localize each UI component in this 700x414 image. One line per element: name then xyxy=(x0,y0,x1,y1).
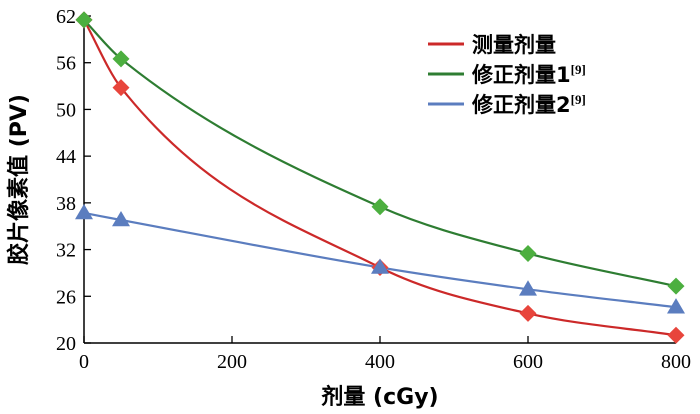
series-markers xyxy=(75,11,685,344)
series-3-point xyxy=(112,210,130,227)
legend-label-3: 修正剂量2[9] xyxy=(471,92,586,117)
series-3-point xyxy=(667,298,685,314)
x-tick-label: 600 xyxy=(513,351,543,373)
legend-label-2: 修正剂量1[9] xyxy=(471,62,586,87)
series-3-point xyxy=(371,258,389,274)
y-tick-label: 38 xyxy=(56,193,76,215)
y-tick-label: 50 xyxy=(56,99,76,121)
x-tick-label: 200 xyxy=(217,351,247,373)
y-tick-label: 56 xyxy=(56,53,76,75)
y-tick-label: 26 xyxy=(56,286,76,308)
series-2-point xyxy=(112,50,130,68)
series-2-point xyxy=(667,277,685,295)
y-tick-label: 44 xyxy=(56,146,76,168)
x-tick-label: 800 xyxy=(661,351,691,373)
y-tick-label: 32 xyxy=(56,240,76,262)
series-2-point xyxy=(371,198,389,216)
series-2-point xyxy=(519,244,537,262)
x-tick-label: 0 xyxy=(79,351,89,373)
series-2-point xyxy=(75,11,93,29)
legend-ref-3: [9] xyxy=(571,92,586,107)
legend-label-1: 测量剂量 xyxy=(472,33,556,57)
y-tick-label: 20 xyxy=(56,333,76,355)
series-lines xyxy=(83,19,677,337)
x-axis-title: 剂量 (cGy) xyxy=(321,384,438,410)
y-axis-title: 胶片像素值 (PV) xyxy=(6,94,32,265)
y-tick-label: 62 xyxy=(56,6,76,28)
axes: 20 26 32 38 44 50 56 62 0 200 400 600 800 xyxy=(56,6,691,373)
series-1-point xyxy=(519,304,537,322)
series-line-2 xyxy=(83,19,677,288)
series-3-point xyxy=(75,203,93,220)
x-tick-label: 400 xyxy=(365,351,395,373)
series-1-point xyxy=(667,326,685,344)
legend-ref-2: [9] xyxy=(571,62,586,77)
series-line-1 xyxy=(83,19,677,337)
series-3-point xyxy=(519,280,537,296)
series-1-point xyxy=(112,79,130,97)
